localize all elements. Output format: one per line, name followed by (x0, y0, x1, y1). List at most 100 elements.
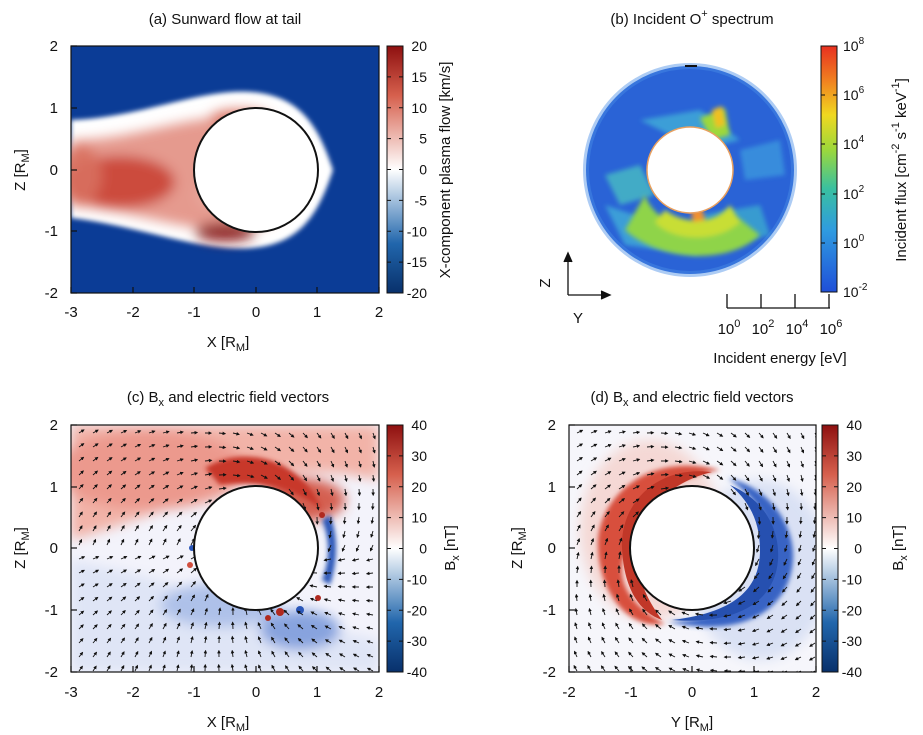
field-vector-arrow (311, 638, 318, 644)
field-vector-arrow (574, 636, 578, 644)
field-vector-arrow (576, 524, 581, 532)
field-vector-arrow (288, 432, 295, 438)
panel-d-planet (629, 485, 755, 611)
field-vector-arrow (668, 625, 676, 630)
field-vector-arrow (148, 650, 153, 658)
field-vector-arrow (604, 510, 610, 518)
field-vector-arrow (78, 569, 85, 574)
field-vector-arrow (92, 610, 99, 616)
field-vector-arrow (780, 656, 788, 660)
field-vector-arrow (284, 665, 290, 672)
panel-a-planet (193, 107, 319, 233)
field-vector-arrow (646, 485, 655, 490)
colorbar-tick-label: -20 (407, 285, 427, 301)
field-vector-arrow (190, 444, 199, 449)
colorbar-tick-label: 20 (846, 479, 862, 495)
field-vector-arrow (674, 431, 683, 436)
field-vector-arrow (590, 524, 595, 532)
field-vector-arrow (604, 471, 612, 476)
field-vector-arrow (812, 516, 816, 525)
panel-b-title: (b) Incident O+ spectrum (610, 8, 773, 28)
field-vector-arrow (751, 628, 760, 633)
field-vector-arrow (230, 663, 235, 672)
field-vector-arrow (756, 530, 761, 540)
field-vector-arrow (288, 488, 294, 496)
field-vector-arrow (176, 568, 184, 574)
field-vector-arrow (723, 627, 732, 632)
field-vector-arrow (702, 460, 711, 465)
field-vector-arrow (78, 624, 84, 630)
panel-a-colorbar: 20 15 10 5 0 -5 -10 -15 -20 X-component plasma f… (386, 38, 454, 301)
field-vector-arrow (204, 499, 213, 504)
field-vector-arrow (602, 607, 606, 616)
colorbar-tick-label: -20 (407, 602, 427, 618)
field-vector-arrow (366, 612, 374, 617)
field-vector-arrow (604, 457, 612, 462)
field-vector-arrow (330, 432, 335, 439)
panel-c-xtick: -1 (187, 684, 200, 701)
field-vector-arrow (148, 623, 153, 630)
panel-c-planet (193, 485, 319, 611)
field-vector-arrow (642, 608, 648, 616)
colorbar-tick-label: 10 (411, 100, 427, 116)
field-vector-arrow (575, 565, 580, 574)
panel-c-ytick: 0 (50, 540, 58, 557)
field-vector-arrow (590, 551, 594, 560)
field-vector-arrow (576, 483, 583, 490)
field-vector-arrow (632, 430, 641, 435)
field-vector-arrow (576, 456, 583, 462)
colorbar-tick-label: 10 (846, 510, 862, 526)
field-vector-arrow (730, 488, 736, 496)
field-vector-arrow (576, 497, 582, 504)
field-vector-arrow (730, 446, 737, 452)
field-vector-arrow (794, 656, 802, 661)
field-vector-arrow (766, 628, 774, 633)
field-vector-arrow (756, 544, 760, 553)
field-vector-arrow (106, 556, 114, 560)
field-vector-arrow (632, 485, 641, 490)
panel-d-colorbar: 40 30 20 10 0 -10 -20 -30 -40 Bx [nT] (821, 417, 910, 680)
field-vector-arrow (148, 538, 153, 546)
field-vector-arrow (352, 640, 360, 644)
field-vector-arrow (588, 622, 592, 630)
field-vector-arrow (576, 429, 584, 434)
field-vector-arrow (316, 446, 322, 453)
panel-b-orientation (563, 251, 612, 300)
field-vector-arrow (811, 558, 816, 566)
field-vector-arrow (695, 640, 704, 644)
field-vector-arrow (616, 593, 620, 602)
field-vector-arrow (352, 612, 360, 616)
panel-d-title: (d) Bx and electric field vectors (590, 389, 793, 409)
field-vector-arrow (134, 596, 141, 602)
field-vector-arrow (246, 460, 255, 464)
field-vector-arrow (812, 530, 816, 539)
field-vector-arrow (601, 622, 606, 630)
panel-d-xtick: -1 (624, 684, 637, 701)
field-vector-arrow (78, 583, 85, 588)
field-vector-arrow (189, 650, 194, 658)
field-vector-arrow (798, 544, 802, 553)
field-vector-arrow (604, 497, 611, 504)
field-vector-arrow (323, 598, 332, 602)
field-vector-arrow (339, 653, 346, 658)
field-vector-arrow (92, 556, 100, 560)
field-vector-arrow (370, 530, 374, 538)
field-vector-arrow (737, 600, 746, 605)
field-vector-arrow (338, 639, 346, 644)
field-vector-arrow (148, 430, 156, 434)
field-vector-arrow (810, 600, 816, 607)
field-vector-arrow (766, 600, 774, 606)
field-vector-arrow (758, 446, 764, 453)
field-vector-arrow (120, 651, 125, 658)
field-vector-arrow (162, 444, 170, 448)
field-vector-arrow (92, 665, 97, 672)
field-vector-arrow (232, 459, 241, 464)
field-vector-arrow (688, 446, 697, 450)
field-vector-arrow (92, 538, 97, 546)
field-vector-arrow (372, 432, 376, 440)
field-vector-arrow (284, 623, 290, 630)
field-vector-arrow (92, 511, 98, 518)
field-vector-arrow (351, 558, 360, 562)
field-vector-arrow (744, 502, 749, 511)
field-vector-arrow (771, 502, 776, 511)
